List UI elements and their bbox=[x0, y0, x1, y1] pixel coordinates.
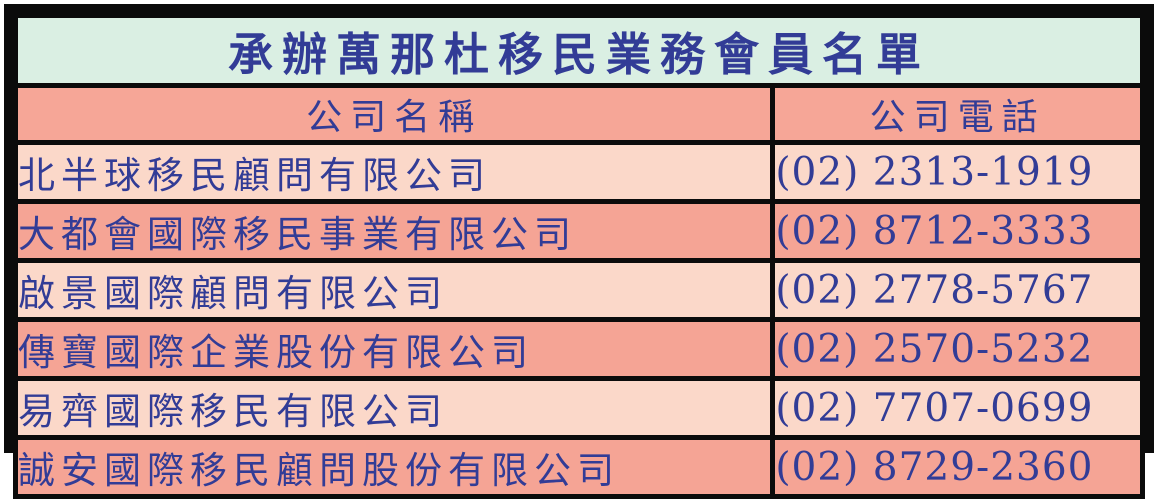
table-header-row: 公司名稱 公司電話 bbox=[12, 83, 1145, 145]
company-phone-cell: (02) 7707-0699 bbox=[770, 376, 1145, 440]
company-name-cell: 大都會國際移民事業有限公司 bbox=[12, 199, 776, 263]
table-row: 啟景國際顧問有限公司 (02) 2778-5767 bbox=[12, 258, 1145, 322]
table-title-row: 承辦萬那杜移民業務會員名單 bbox=[13, 13, 1145, 88]
member-list-table: 承辦萬那杜移民業務會員名單 公司名稱 公司電話 北半球移民顧問有限公司 (02)… bbox=[12, 13, 1145, 499]
company-phone-cell: (02) 2778-5767 bbox=[770, 258, 1145, 322]
company-phone-cell: (02) 2313-1919 bbox=[770, 140, 1145, 204]
table-row: 易齊國際移民有限公司 (02) 7707-0699 bbox=[12, 376, 1145, 440]
company-phone-cell: (02) 2570-5232 bbox=[770, 317, 1145, 381]
company-name-cell: 易齊國際移民有限公司 bbox=[12, 376, 776, 440]
table-title: 承辦萬那杜移民業務會員名單 bbox=[13, 13, 1145, 88]
company-name-cell: 啟景國際顧問有限公司 bbox=[12, 258, 776, 322]
column-header-company-phone: 公司電話 bbox=[770, 83, 1145, 145]
table-row: 傳寶國際企業股份有限公司 (02) 2570-5232 bbox=[12, 317, 1145, 381]
company-name-cell: 傳寶國際企業股份有限公司 bbox=[12, 317, 776, 381]
company-phone-cell: (02) 8729-2360 bbox=[770, 435, 1145, 499]
company-name-cell: 北半球移民顧問有限公司 bbox=[12, 140, 776, 204]
table-row: 大都會國際移民事業有限公司 (02) 8712-3333 bbox=[12, 199, 1145, 263]
column-header-company-name: 公司名稱 bbox=[12, 83, 776, 145]
document-table-frame: 承辦萬那杜移民業務會員名單 公司名稱 公司電話 北半球移民顧問有限公司 (02)… bbox=[4, 4, 1154, 499]
table-row: 北半球移民顧問有限公司 (02) 2313-1919 bbox=[12, 140, 1145, 204]
table-row: 誠安國際移民顧問股份有限公司 (02) 8729-2360 bbox=[12, 435, 1145, 499]
company-phone-cell: (02) 8712-3333 bbox=[770, 199, 1145, 263]
company-name-cell: 誠安國際移民顧問股份有限公司 bbox=[12, 435, 776, 499]
